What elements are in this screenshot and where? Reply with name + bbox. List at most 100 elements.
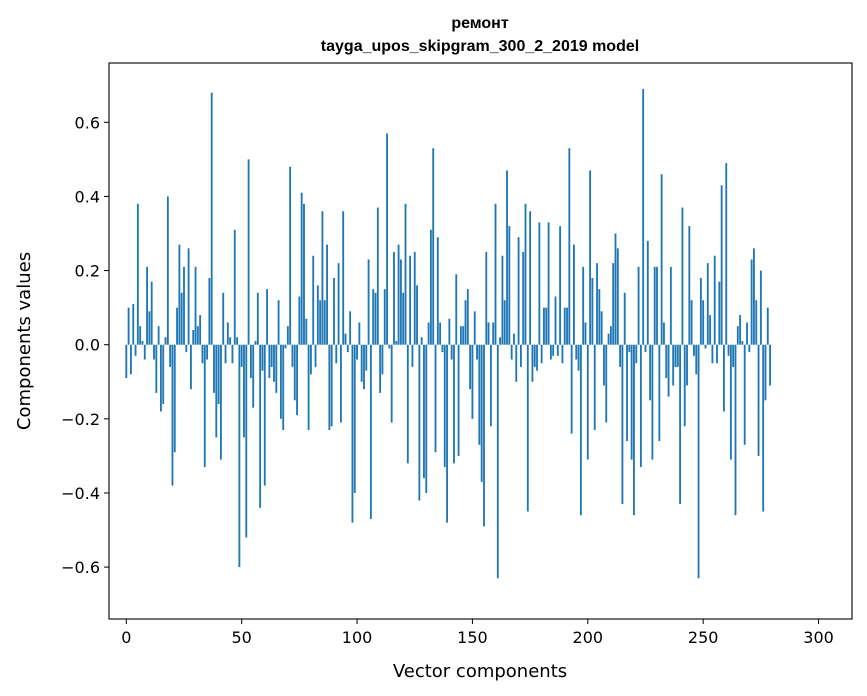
bar [554, 296, 557, 345]
bar [406, 344, 409, 464]
bar [496, 344, 499, 579]
bar [351, 344, 354, 523]
bar [681, 207, 684, 345]
bar [249, 344, 252, 379]
bar [157, 326, 160, 345]
bar [672, 344, 675, 386]
bar [459, 326, 462, 345]
y-tick-label: 0.4 [75, 187, 100, 206]
bar [644, 344, 647, 353]
bar [766, 307, 769, 345]
bar [450, 344, 453, 360]
bar [529, 211, 532, 345]
bar [210, 92, 213, 345]
bar [372, 289, 375, 345]
bar [231, 344, 234, 364]
bar [626, 344, 628, 442]
bar [741, 341, 744, 345]
bar [346, 344, 349, 353]
bar [513, 333, 515, 345]
bar [222, 292, 225, 345]
bar [217, 344, 220, 405]
bar [277, 300, 280, 345]
bar [669, 266, 672, 345]
bar [374, 292, 377, 345]
bar [471, 344, 474, 419]
bar [192, 329, 195, 345]
bar [683, 344, 686, 427]
bar [363, 344, 365, 390]
bar [695, 344, 698, 375]
bar [586, 344, 589, 460]
bar [434, 344, 437, 453]
bar [635, 344, 638, 364]
bar [522, 252, 525, 345]
bar [589, 170, 592, 345]
bar [483, 344, 485, 527]
bar [427, 322, 430, 345]
bar [180, 292, 183, 345]
bar [531, 344, 534, 382]
bar [688, 226, 691, 345]
bar [146, 266, 148, 345]
bar [658, 344, 661, 442]
bar [388, 344, 391, 349]
bar [453, 344, 455, 464]
bar [226, 322, 229, 345]
bar [690, 300, 693, 345]
bar [330, 344, 333, 427]
bar [630, 344, 633, 460]
bar [462, 326, 465, 345]
bar [725, 163, 728, 345]
bar [141, 341, 144, 345]
bar [746, 322, 748, 345]
bar [718, 281, 721, 345]
bar [275, 344, 278, 393]
bar [469, 344, 472, 390]
bar [326, 244, 328, 345]
bar [563, 307, 566, 345]
bar [573, 244, 575, 345]
bar [543, 307, 545, 345]
bar [443, 344, 446, 468]
bar [686, 344, 688, 386]
bar [603, 344, 605, 386]
bar [743, 344, 746, 445]
y-tick-label: 0.6 [75, 113, 100, 132]
bar [199, 315, 202, 345]
bar [473, 311, 476, 345]
bar [663, 322, 665, 345]
bar [164, 337, 167, 345]
bar [134, 344, 137, 356]
bar [545, 307, 548, 345]
bar [321, 211, 324, 345]
bar [252, 344, 255, 408]
bar [716, 344, 718, 364]
bar [492, 322, 495, 345]
bar [570, 344, 573, 434]
bar [674, 344, 677, 367]
bar [753, 248, 755, 345]
bar [360, 344, 363, 382]
bar [413, 252, 416, 345]
bar [729, 344, 732, 460]
x-axis-label: Vector components [393, 661, 567, 682]
bar [575, 344, 578, 360]
bar [517, 237, 520, 345]
bar [369, 344, 372, 519]
bar [547, 222, 550, 345]
bar [136, 203, 139, 345]
bar [720, 185, 723, 345]
bar [702, 300, 705, 345]
bar [298, 296, 301, 345]
bar [429, 229, 432, 345]
bar [748, 344, 751, 353]
bar [441, 344, 444, 353]
bar [755, 300, 758, 345]
x-axis-ticks: 0 50 100 150 200 250 300 [121, 619, 834, 647]
bar [568, 148, 571, 345]
bar [273, 344, 275, 382]
bar [494, 203, 497, 345]
bar [353, 344, 356, 493]
